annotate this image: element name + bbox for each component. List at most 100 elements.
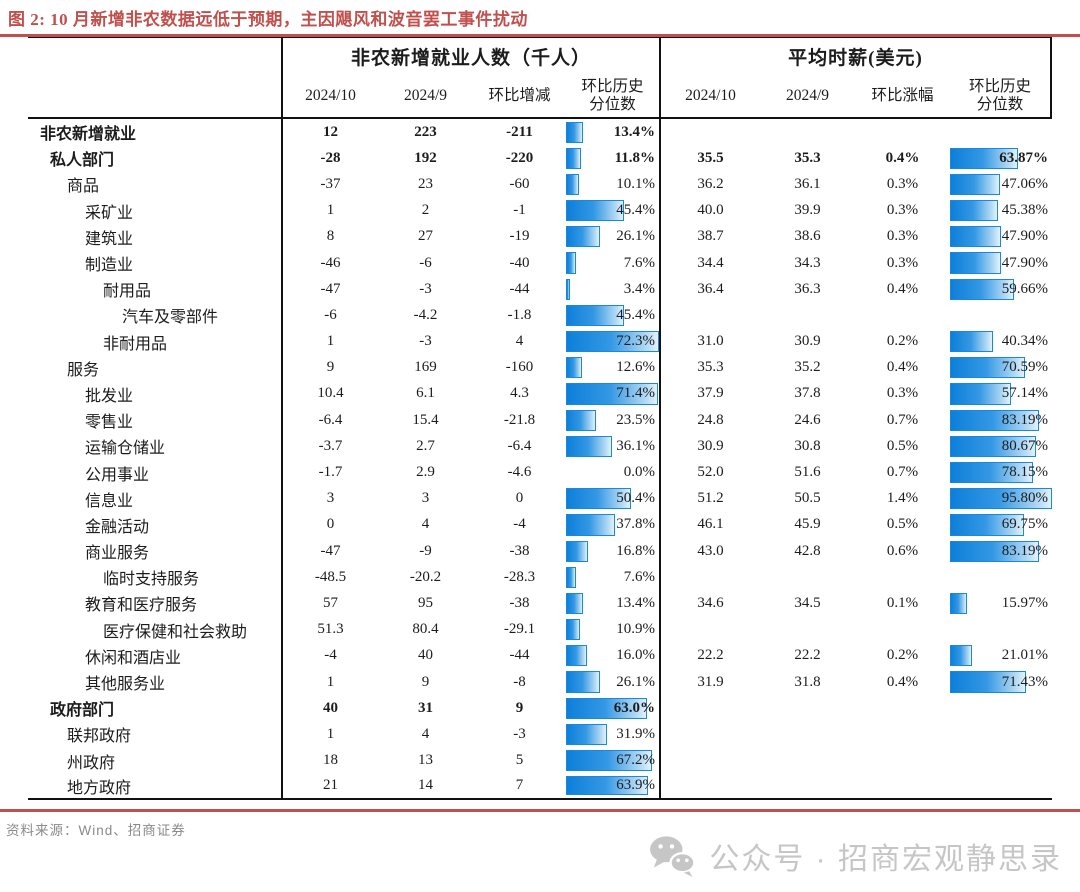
value-cell: -46 <box>320 254 341 271</box>
percentile-value: 10.9% <box>616 621 655 638</box>
value-cell: 31 <box>418 699 433 716</box>
value-cell: 34.4 <box>697 254 724 271</box>
percentile-cell: 71.4% <box>566 380 661 408</box>
value-cell: -21.8 <box>503 411 536 428</box>
percentile-cell: 37.8% <box>566 511 661 538</box>
value-cell: 43.0 <box>697 542 724 559</box>
percentile-value: 71.43% <box>1001 673 1048 690</box>
value-cell: 51.6 <box>794 464 821 481</box>
table-row: 医疗保健和社会救助 51.3 80.4 -29.1 10.9% <box>28 616 1052 643</box>
value-cell: -3 <box>419 333 432 350</box>
table-row: 公用事业 -1.7 2.9 -4.6 0.0% 52.0 51.6 0.7% 78.15% <box>28 459 1052 486</box>
value-cell: -3.7 <box>318 437 343 454</box>
value-cell: 9 <box>421 673 430 690</box>
percentile-cell: 45.4% <box>566 197 661 224</box>
col-header-wage-percentile: 环比历史 分位数 <box>950 75 1052 117</box>
percentile-bar <box>950 645 973 667</box>
percentile-cell <box>950 695 1052 721</box>
percentile-bar <box>950 409 1039 431</box>
percentile-value: 26.1% <box>616 228 655 245</box>
row-label: 采矿业 <box>28 197 283 224</box>
value-cell <box>855 119 950 145</box>
value-cell: 57 <box>323 594 338 611</box>
row-label: 建筑业 <box>28 223 283 250</box>
table-row: 制造业 -46 -6 -40 7.6% 34.4 34.3 0.3% 47.90% <box>28 249 1052 277</box>
value-cell <box>855 721 950 747</box>
value-cell: 30.9 <box>794 333 821 350</box>
value-cell: 36.1 <box>794 175 821 192</box>
value-cell: 30.9 <box>697 437 724 454</box>
percentile-bar <box>566 278 571 300</box>
value-cell: -1 <box>513 202 526 219</box>
percentile-cell: 3.4% <box>566 276 661 303</box>
percentile-bar <box>566 723 608 745</box>
table-row: 服务 9 169 -160 12.6% 35.3 35.2 0.4% 70.59% <box>28 354 1052 381</box>
table-row: 地方政府 21 14 7 63.9% <box>28 773 1052 800</box>
percentile-bar <box>566 514 615 536</box>
value-cell: 0.7% <box>886 464 919 481</box>
percentile-cell: 72.3% <box>566 328 661 355</box>
value-cell: 37.9 <box>697 385 724 402</box>
value-cell: -28 <box>320 149 341 166</box>
percentile-cell <box>950 564 1052 590</box>
row-label: 休闲和酒店业 <box>28 642 283 669</box>
table-row: 商品 -37 23 -60 10.1% 36.2 36.1 0.3% 47.06% <box>28 171 1052 198</box>
table-row: 联邦政府 1 4 -3 31.9% <box>28 721 1052 748</box>
value-cell <box>855 564 950 590</box>
col-header-emp-percentile: 环比历史 分位数 <box>566 75 661 117</box>
percentile-bar <box>950 540 1039 562</box>
value-cell: -37 <box>320 175 341 192</box>
row-label: 零售业 <box>28 407 283 434</box>
percentile-cell: 11.8% <box>566 145 661 172</box>
value-cell: 0.3% <box>886 175 919 192</box>
percentile-bar <box>950 226 1001 248</box>
value-cell <box>855 774 950 798</box>
percentile-value: 47.90% <box>1001 228 1048 245</box>
value-cell: 35.3 <box>794 149 821 166</box>
value-cell: 45.9 <box>794 516 821 533</box>
percentile-cell <box>950 774 1052 798</box>
value-cell: 1 <box>326 333 335 350</box>
col-header-emp-2024-9: 2024/9 <box>403 87 448 105</box>
value-cell: 27 <box>418 228 433 245</box>
percentile-cell: 67.2% <box>566 747 661 774</box>
row-label: 私人部门 <box>28 145 283 172</box>
row-label: 教育和医疗服务 <box>28 590 283 617</box>
value-cell: 51.2 <box>697 490 724 507</box>
value-cell: -160 <box>505 359 534 376</box>
percentile-cell: 21.01% <box>950 643 1052 669</box>
percentile-cell: 57.14% <box>950 381 1052 407</box>
value-cell: 13 <box>418 752 433 769</box>
percentile-cell: 47.90% <box>950 250 1052 276</box>
percentile-bar <box>566 304 625 326</box>
percentile-cell: 12.6% <box>566 354 661 381</box>
percentile-bar <box>566 226 600 248</box>
percentile-bar <box>566 592 584 615</box>
row-label: 信息业 <box>28 485 283 512</box>
value-cell <box>760 617 855 643</box>
row-label: 医疗保健和社会救助 <box>28 616 283 643</box>
percentile-cell: 63.87% <box>950 145 1052 171</box>
table-row: 零售业 -6.4 15.4 -21.8 23.5% 24.8 24.6 0.7% 83.19% <box>28 407 1052 434</box>
percentile-cell: 10.1% <box>566 171 661 198</box>
percentile-value: 95.80% <box>1001 490 1048 507</box>
percentile-cell: 40.34% <box>950 329 1052 355</box>
percentile-value: 47.90% <box>1001 254 1048 271</box>
percentile-value: 13.4% <box>616 594 655 611</box>
percentile-value: 71.4% <box>616 385 655 402</box>
percentile-cell: 69.75% <box>950 512 1052 538</box>
table-row: 其他服务业 1 9 -8 26.1% 31.9 31.8 0.4% 71.43% <box>28 668 1052 696</box>
percentile-cell: 16.0% <box>566 642 661 669</box>
table-row: 临时支持服务 -48.5 -20.2 -28.3 7.6% <box>28 564 1052 591</box>
percentile-cell: 47.06% <box>950 171 1052 197</box>
value-cell: 24.8 <box>697 411 724 428</box>
percentile-bar <box>566 435 613 457</box>
percentile-bar <box>950 383 1011 405</box>
percentile-value: 36.1% <box>616 437 655 454</box>
value-cell: 23 <box>418 175 433 192</box>
percentile-cell: 71.43% <box>950 669 1052 695</box>
value-cell: 35.5 <box>697 149 724 166</box>
value-cell: 35.3 <box>697 359 724 376</box>
percentile-value: 16.8% <box>616 542 655 559</box>
